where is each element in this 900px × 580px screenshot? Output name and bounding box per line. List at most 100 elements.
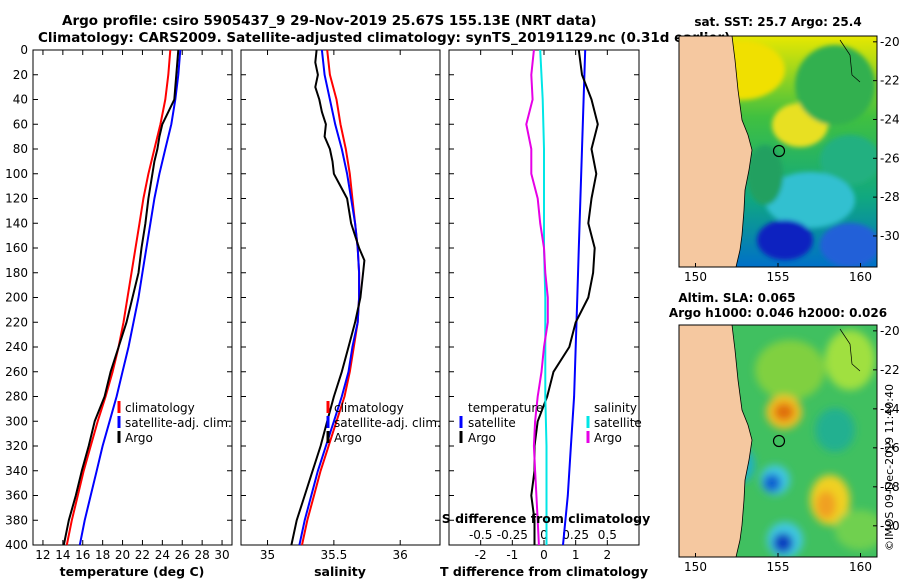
depth-tick-label: 180 xyxy=(5,266,28,280)
depth-tick-label: 60 xyxy=(13,117,28,131)
legend-salinity-title: salinity xyxy=(594,401,637,415)
sst-map xyxy=(679,36,877,267)
legend-climatology: climatology xyxy=(334,401,404,415)
legend-s-argo: Argo xyxy=(594,431,622,445)
depth-tick-label: 40 xyxy=(13,93,28,107)
s-tick-label: -0.25 xyxy=(497,528,528,542)
x-tick-label: 12 xyxy=(35,548,50,562)
difference-legend-salinity: salinity satellite Argo xyxy=(586,401,642,445)
lat-tick-label: -26 xyxy=(880,441,900,455)
legend-climatology: climatology xyxy=(125,401,195,415)
legend-argo: Argo xyxy=(334,431,362,445)
depth-tick-label: 300 xyxy=(5,414,28,428)
depth-tick-label: 140 xyxy=(5,216,28,230)
depth-tick-label: 360 xyxy=(5,489,28,503)
lat-tick-label: -24 xyxy=(880,112,900,126)
x-tick-label: 28 xyxy=(195,548,210,562)
temperature-legend: climatology satellite-adj. clim. Argo xyxy=(117,401,232,445)
lon-tick-label: 155 xyxy=(767,270,790,284)
legend-temperature-title: temperature xyxy=(468,401,543,415)
sla-map-subtitle: Argo h1000: 0.046 h2000: 0.026 xyxy=(669,306,887,320)
x-tick-label: 1 xyxy=(572,548,580,562)
reef-contour xyxy=(839,39,861,83)
title-line-1: Argo profile: csiro 5905437_9 29-Nov-201… xyxy=(62,13,597,29)
x-tick-label: 2 xyxy=(604,548,612,562)
difference-plot: -2 -1 0 1 2 -0.5 -0.25 0 0.25 0.5 xyxy=(469,49,617,562)
x-tick-label: -2 xyxy=(475,548,487,562)
series-line-s-argo xyxy=(525,49,549,546)
legend-t-satellite: satellite xyxy=(468,416,516,430)
s-difference-label: S difference from climatology xyxy=(442,511,651,526)
x-tick-label: 35.5 xyxy=(321,548,348,562)
salinity-plot: 35 35.5 36 xyxy=(260,49,408,562)
difference-xlabel: T difference from climatology xyxy=(440,564,648,579)
lon-tick-label: 150 xyxy=(684,560,707,574)
x-tick-label: 35 xyxy=(260,548,275,562)
sst-patches xyxy=(695,40,877,267)
legend-argo: Argo xyxy=(125,431,153,445)
series-line-t-argo xyxy=(530,49,599,545)
x-tick-label: 16 xyxy=(75,548,90,562)
legend-t-argo: Argo xyxy=(468,431,496,445)
sla-map-title: Altim. SLA: 0.065 xyxy=(678,291,795,305)
lat-tick-label: -30 xyxy=(880,229,900,243)
imos-credit: ©IMOS 09-Dec-2019 11:40:40 xyxy=(883,384,896,551)
depth-tick-label: 80 xyxy=(13,142,28,156)
x-tick-label: 20 xyxy=(115,548,130,562)
x-tick-label: -1 xyxy=(506,548,518,562)
x-tick-label: 0 xyxy=(540,548,548,562)
depth-tick-label: 20 xyxy=(13,68,28,82)
legend-satellite: satellite-adj. clim. xyxy=(125,416,232,430)
x-tick-label: 26 xyxy=(175,548,190,562)
series-line-satellite-adj-clim- xyxy=(78,49,182,546)
sla-anomalies xyxy=(725,330,877,557)
lon-tick-label: 160 xyxy=(849,560,872,574)
sst-map-axes: -20 -22 -24 -26 -28 -30 150 155 160 xyxy=(684,35,900,284)
lon-tick-label: 160 xyxy=(849,270,872,284)
argo-location-marker xyxy=(772,434,786,448)
x-tick-label: 24 xyxy=(155,548,170,562)
depth-axis: 0 20 40 60 80 100 120 140 160 180 200 220 240 260 280 3… xyxy=(5,43,639,552)
lat-tick-label: -20 xyxy=(880,324,900,338)
depth-tick-label: 200 xyxy=(5,291,28,305)
depth-tick-label: 280 xyxy=(5,390,28,404)
lat-tick-label: -24 xyxy=(880,402,900,416)
depth-tick-label: 0 xyxy=(20,43,28,57)
depth-tick-label: 240 xyxy=(5,340,28,354)
series-line-satellite-adj-clim- xyxy=(298,49,361,546)
depth-tick-label: 220 xyxy=(5,315,28,329)
title-line-2: Climatology: CARS2009. Satellite-adjuste… xyxy=(38,30,730,46)
difference-legend-temperature: temperature satellite Argo xyxy=(459,401,543,445)
lon-tick-label: 155 xyxy=(767,560,790,574)
argo-location-marker xyxy=(772,144,786,158)
x-tick-label: 18 xyxy=(95,548,110,562)
australia-land xyxy=(679,325,753,557)
legend-s-satellite: satellite xyxy=(594,416,642,430)
s-tick-label: 0.5 xyxy=(598,528,617,542)
depth-tick-label: 160 xyxy=(5,241,28,255)
legend-satellite: satellite-adj. clim. xyxy=(334,416,441,430)
australia-land xyxy=(679,36,753,267)
x-tick-label: 36 xyxy=(393,548,408,562)
s-tick-label: 0 xyxy=(540,528,548,542)
series-line-s-satellite xyxy=(539,49,548,545)
depth-tick-label: 320 xyxy=(5,439,28,453)
salinity-legend: climatology satellite-adj. clim. Argo xyxy=(326,401,441,445)
x-tick-label: 22 xyxy=(135,548,150,562)
reef-contour xyxy=(839,328,861,372)
lat-tick-label: -28 xyxy=(880,480,900,494)
sla-map xyxy=(679,325,877,557)
series-line-argo xyxy=(290,49,366,546)
series-line-climatology xyxy=(301,49,361,546)
lat-tick-label: -30 xyxy=(880,519,900,533)
depth-tick-label: 400 xyxy=(5,538,28,552)
depth-tick-label: 120 xyxy=(5,192,28,206)
s-tick-label: -0.5 xyxy=(469,528,492,542)
sst-map-title: sat. SST: 25.7 Argo: 25.4 xyxy=(694,15,861,29)
lat-tick-label: -26 xyxy=(880,151,900,165)
temperature-xlabel: temperature (deg C) xyxy=(60,564,205,579)
x-tick-label: 30 xyxy=(214,548,229,562)
lat-tick-label: -22 xyxy=(880,74,900,88)
temperature-plot: 12 14 16 18 20 22 24 26 28 30 xyxy=(35,49,230,562)
